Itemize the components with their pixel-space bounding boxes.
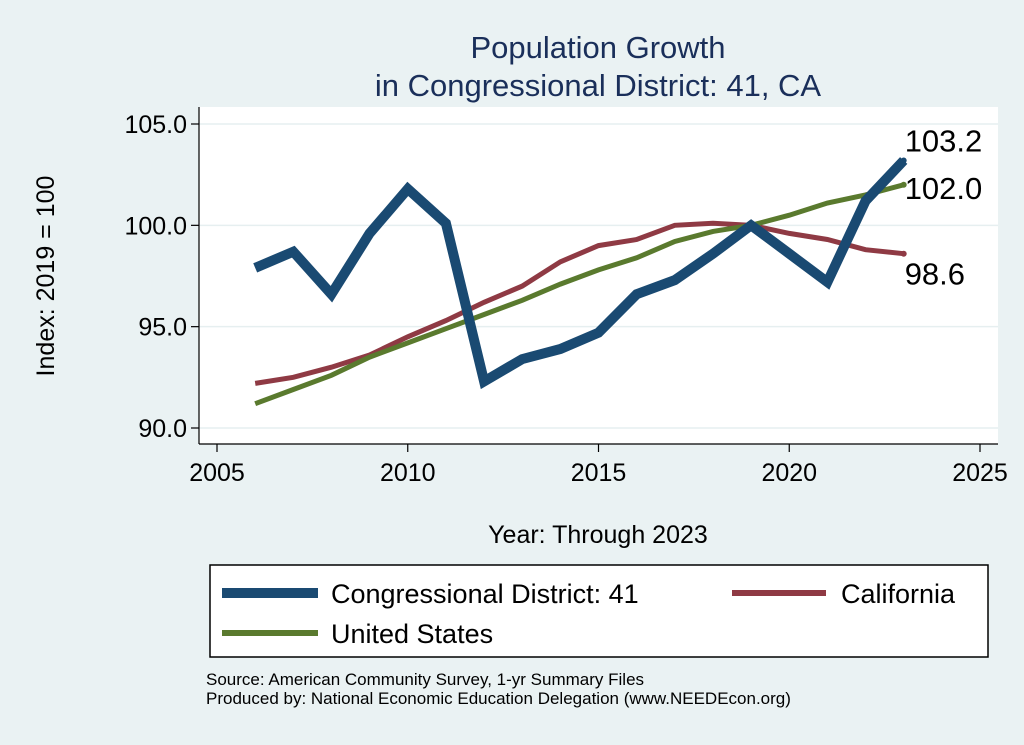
footer: Source: American Community Survey, 1-yr … xyxy=(206,670,791,708)
x-tick-label: 2005 xyxy=(189,459,245,487)
end-label: 102.0 xyxy=(905,171,983,206)
plot-area xyxy=(199,107,998,444)
series-lines xyxy=(253,157,908,407)
tick-labels: 90.0 95.0 100.0 105.0 2005 2010 2015 2020 2025 xyxy=(124,111,1007,487)
source-note: Source: American Community Survey, 1-yr … xyxy=(206,670,645,689)
series-line-united-states xyxy=(254,182,905,407)
y-tick-label: 95.0 xyxy=(138,314,187,342)
series-line-congressional-district-41 xyxy=(253,157,908,390)
end-label: 98.6 xyxy=(905,257,965,292)
series-endpoint xyxy=(900,250,907,257)
population-growth-chart: 90.0 95.0 100.0 105.0 2005 2010 2015 2020 2025 1… xyxy=(32,30,1008,658)
chart-title-line-1: Population Growth xyxy=(470,30,725,65)
x-tick-label: 2010 xyxy=(380,459,436,487)
y-tick-label: 90.0 xyxy=(138,415,187,443)
legend-label-us: United States xyxy=(331,619,493,649)
series-endpoint xyxy=(900,181,907,188)
y-tick-label: 105.0 xyxy=(124,111,187,139)
x-axis-label: Year: Through 2023 xyxy=(488,521,708,549)
y-tick-label: 100.0 xyxy=(124,212,187,240)
y-axis-label: Index: 2019 = 100 xyxy=(32,176,60,377)
x-tick-label: 2015 xyxy=(571,459,627,487)
series-endpoint xyxy=(900,157,907,164)
x-tick-label: 2025 xyxy=(952,459,1008,487)
end-labels: 103.2 98.6 102.0 xyxy=(905,123,983,291)
legend-label-california: California xyxy=(841,579,956,609)
legend-label-district: Congressional District: 41 xyxy=(331,579,639,609)
producer-note: Produced by: National Economic Education… xyxy=(206,689,791,708)
x-tick-label: 2020 xyxy=(761,459,817,487)
legend-box xyxy=(209,564,989,658)
legend: Congressional District: 41 California Un… xyxy=(209,564,989,658)
chart-title-line-2: in Congressional District: 41, CA xyxy=(375,68,822,103)
end-label: 103.2 xyxy=(905,123,983,158)
series-line-california xyxy=(254,220,904,386)
